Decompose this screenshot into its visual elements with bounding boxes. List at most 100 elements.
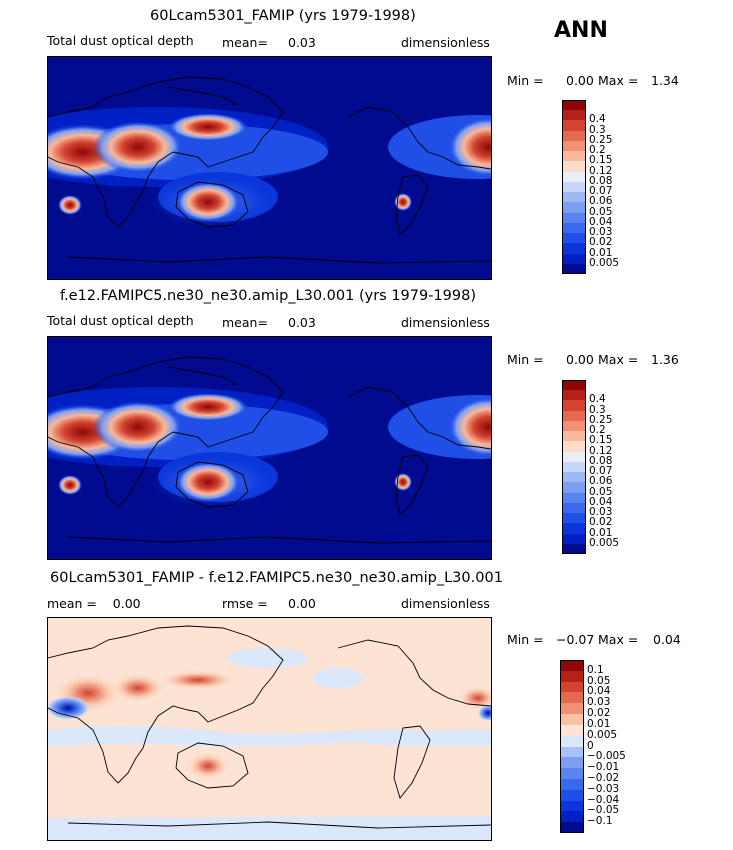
colorbar-tick-label: 0.3 <box>589 123 606 136</box>
colorbar-swatch <box>560 660 584 671</box>
colorbar-swatch <box>562 410 586 421</box>
colorbar-swatch <box>562 380 586 391</box>
colorbar-swatch <box>560 800 584 812</box>
colorbar-swatch <box>562 151 586 162</box>
panel3-min-label: Min = <box>507 632 544 647</box>
colorbar-swatch <box>560 681 584 693</box>
panel3-rmse-value: 0.00 <box>288 596 316 611</box>
colorbar-tick-label: 0.2 <box>589 424 606 437</box>
colorbar-tick-label: 0.05 <box>589 205 613 218</box>
colorbar-swatch <box>562 171 586 182</box>
colorbar-swatch <box>560 811 584 823</box>
colorbar-tick-label: −0.04 <box>587 793 620 806</box>
panel1-units: dimensionless <box>401 35 490 50</box>
colorbar-tick-label: 0.04 <box>589 495 613 508</box>
panel1-title: 60Lcam5301_FAMIP (yrs 1979-1998) <box>150 8 416 24</box>
panel2-min-value: 0.00 <box>566 352 594 367</box>
colorbar-tick-label: 0.08 <box>589 454 613 467</box>
panel2-colorbar: 0.005 0.01 0.02 0.03 0.04 0.05 0.06 0.07 0.08 0.1… <box>562 380 619 554</box>
colorbar-swatch <box>560 757 584 769</box>
colorbar-tick-label: 0.15 <box>589 154 613 167</box>
panel2-min-label: Min = <box>507 352 544 367</box>
colorbar-tick-label: 0.1 <box>587 663 604 676</box>
panel1-min-value: 0.00 <box>566 73 594 88</box>
colorbar-tick-label: 0.3 <box>589 403 606 416</box>
panel3-min-value: −0.07 <box>556 632 595 647</box>
colorbar-swatch <box>562 502 586 514</box>
panel1-max-label: Max = <box>598 73 639 88</box>
colorbar-swatch <box>562 192 586 203</box>
colorbar-tick-label: 0.02 <box>587 707 611 720</box>
panel1-mean-value: 0.03 <box>288 35 316 50</box>
colorbar-tick-label: −0.03 <box>587 782 620 795</box>
colorbar-tick-label: 0.005 <box>589 256 620 269</box>
colorbar-tick-label: −0.005 <box>587 750 626 763</box>
colorbar-tick-label: 0.08 <box>589 174 613 187</box>
panel3-units: dimensionless <box>401 596 490 611</box>
panel3-map <box>47 617 492 841</box>
colorbar-swatch <box>562 472 586 483</box>
colorbar-swatch <box>562 110 586 121</box>
colorbar-tick-label: 0.07 <box>589 185 613 198</box>
colorbar-tick-label: 0.02 <box>589 236 613 249</box>
colorbar-tick-label: 0.03 <box>587 696 611 709</box>
colorbar-tick-label: −0.05 <box>587 804 620 817</box>
colorbar-swatch <box>562 233 586 244</box>
colorbar-tick-label: 0.01 <box>587 717 611 730</box>
colorbar-swatch <box>562 513 586 524</box>
panel3-mean-text: mean = 0.00 <box>47 596 141 611</box>
colorbar-tick-label: 0.07 <box>589 465 613 478</box>
panel2-units: dimensionless <box>401 315 490 330</box>
colorbar-swatch <box>562 100 586 111</box>
colorbar-swatch <box>562 482 586 493</box>
colorbar-tick-label: 0.02 <box>589 516 613 529</box>
colorbar-tick-label: 0.05 <box>589 485 613 498</box>
colorbar-swatch <box>560 735 584 747</box>
colorbar-tick-label: 0.01 <box>589 526 613 539</box>
colorbar-swatch <box>562 263 586 274</box>
colorbar-swatch <box>562 120 586 131</box>
colorbar-swatch <box>562 523 586 534</box>
colorbar-tick-label: 0.2 <box>589 144 606 157</box>
panel1-min-label: Min = <box>507 73 544 88</box>
colorbar-swatch <box>562 461 586 473</box>
colorbar-swatch <box>560 746 584 758</box>
colorbar-swatch <box>562 400 586 411</box>
colorbar-tick-label: 0.005 <box>589 536 620 549</box>
colorbar-tick-label: 0 <box>587 739 594 752</box>
colorbar-swatch <box>562 441 586 452</box>
panel3-rmse-label: rmse = <box>222 596 268 611</box>
colorbar-swatch <box>560 670 584 682</box>
colorbar-swatch <box>560 778 584 790</box>
panel3-colorbar: −0.1 −0.05 −0.04 −0.03 −0.02 −0.01 −0.005 0 0.00… <box>560 660 626 833</box>
colorbar-tick-label: 0.12 <box>589 164 613 177</box>
panel2-mean-value: 0.03 <box>288 315 316 330</box>
colorbar-tick-label: 0.04 <box>587 685 611 698</box>
colorbar-swatch <box>562 543 586 554</box>
colorbar-tick-label: −0.01 <box>587 761 620 774</box>
colorbar-swatch <box>562 181 586 193</box>
colorbar-tick-label: 0.25 <box>589 413 613 426</box>
colorbar-swatch <box>562 533 586 544</box>
colorbar-swatch <box>560 692 584 704</box>
panel2-mean-label: mean= <box>222 315 268 330</box>
panel2-map <box>47 336 492 560</box>
colorbar-swatch <box>560 703 584 715</box>
panel1-mean-label: mean= <box>222 35 268 50</box>
colorbar-tick-label: 0.4 <box>589 393 606 406</box>
colorbar-tick-label: 0.005 <box>587 728 618 741</box>
colorbar-tick-label: 0.03 <box>589 506 613 519</box>
colorbar-swatch <box>562 492 586 503</box>
panel3-title: 60Lcam5301_FAMIP - f.e12.FAMIPC5.ne30_ne… <box>50 570 503 586</box>
colorbar-tick-label: 0.06 <box>589 475 613 488</box>
colorbar-swatch <box>562 451 586 462</box>
panel1-max-value: 1.34 <box>651 73 679 88</box>
colorbar-tick-label: 0.4 <box>589 113 606 126</box>
panel2-max-value: 1.36 <box>651 352 679 367</box>
colorbar-tick-label: −0.02 <box>587 771 620 784</box>
colorbar-tick-label: 0.25 <box>589 133 613 146</box>
colorbar-tick-label: 0.12 <box>589 444 613 457</box>
colorbar-tick-label: 0.05 <box>587 674 611 687</box>
panel2-title: f.e12.FAMIPC5.ne30_ne30.amip_L30.001 (yr… <box>60 288 477 304</box>
colorbar-swatch <box>562 140 586 152</box>
